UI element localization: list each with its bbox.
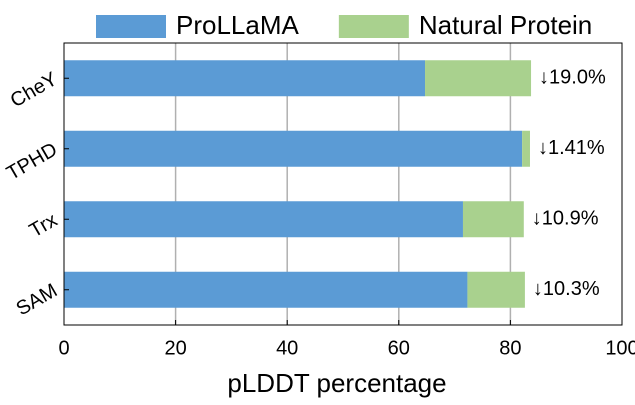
bar-segment bbox=[64, 130, 523, 167]
bar-segment bbox=[425, 60, 532, 97]
bar-segment bbox=[64, 60, 426, 97]
y-tick-label: Trx bbox=[26, 209, 61, 242]
y-tick-label: CheY bbox=[7, 68, 61, 112]
y-tick-label: SAM bbox=[13, 280, 62, 321]
bar-segment bbox=[64, 271, 468, 308]
x-tick-label: 0 bbox=[58, 337, 69, 359]
legend-swatch bbox=[338, 15, 409, 38]
bar-segment bbox=[522, 130, 530, 167]
y-tick-label: TPHD bbox=[3, 139, 61, 185]
x-axis-label: pLDDT percentage bbox=[227, 368, 446, 398]
legend-swatch bbox=[96, 15, 166, 38]
plot-frame bbox=[63, 42, 623, 326]
value-label: ↓10.9% bbox=[532, 208, 599, 230]
x-tick-label: 20 bbox=[164, 337, 186, 359]
x-tick-label: 100 bbox=[605, 337, 635, 359]
bar-segment bbox=[462, 201, 524, 238]
value-label: ↓10.3% bbox=[533, 278, 600, 300]
legend-label: ProLLaMA bbox=[176, 10, 299, 40]
value-label: ↓1.41% bbox=[538, 137, 605, 159]
bar-segment bbox=[467, 271, 525, 308]
x-tick-label: 60 bbox=[388, 337, 410, 359]
legend-label: Natural Protein bbox=[419, 10, 592, 40]
bar-segment bbox=[64, 201, 463, 238]
x-tick-label: 80 bbox=[499, 337, 521, 359]
x-tick-label: 40 bbox=[276, 337, 298, 359]
value-label: ↓19.0% bbox=[539, 67, 606, 89]
